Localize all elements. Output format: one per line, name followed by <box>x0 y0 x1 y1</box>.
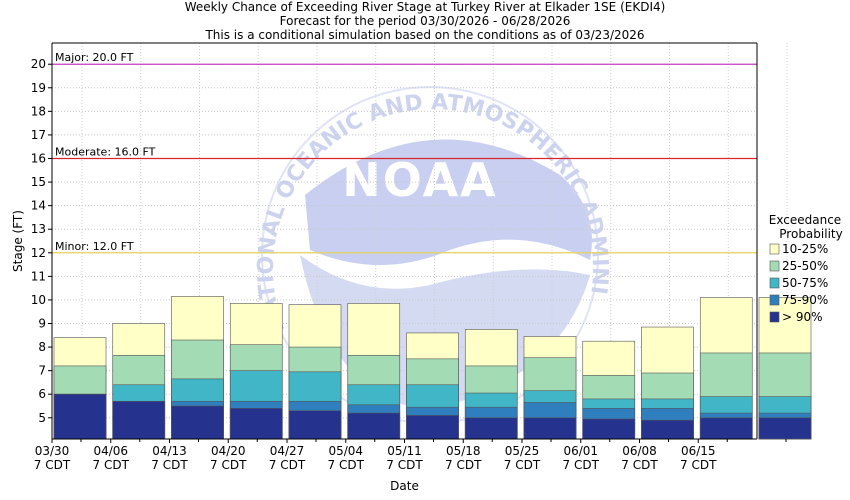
x-tick-label-tz-2: 7 CDT <box>151 458 188 472</box>
bar-06-15-90 <box>699 417 753 440</box>
x-tick-label-date-6: 05/11 <box>387 444 422 458</box>
y-tick-label-19: 19 <box>31 81 46 95</box>
chart-title-block: Weekly Chance of Exceeding River Stage a… <box>0 0 850 42</box>
y-tick-label-7: 7 <box>38 364 46 378</box>
x-tick-label-date-9: 06/01 <box>563 444 598 458</box>
x-tick-label-tz-8: 7 CDT <box>504 458 541 472</box>
legend-label-4: > 90% <box>782 310 823 324</box>
x-tick-label-date-3: 04/20 <box>211 444 246 458</box>
y-tick-label-18: 18 <box>31 104 46 118</box>
legend-swatch-0 <box>769 243 780 255</box>
y-tick-label-9: 9 <box>38 317 46 331</box>
bar-05-11-90 <box>406 415 459 440</box>
legend-swatch-1 <box>769 260 780 272</box>
x-tick-label-date-2: 04/13 <box>152 444 187 458</box>
legend-label-2: 50-75% <box>782 276 828 290</box>
y-tick-label-8: 8 <box>38 340 46 354</box>
y-tick-label-13: 13 <box>31 222 46 236</box>
x-tick-label-date-4: 04/27 <box>270 444 305 458</box>
threshold-label-moderate: Moderate: 16.0 FT <box>55 146 156 159</box>
legend-title-line2: Probability <box>779 227 842 241</box>
bar-04-06-90 <box>112 400 166 440</box>
x-tick-label-tz-4: 7 CDT <box>269 458 306 472</box>
x-tick-label-tz-5: 7 CDT <box>328 458 365 472</box>
x-tick-label-tz-1: 7 CDT <box>93 458 130 472</box>
bar-05-04-90 <box>347 412 401 440</box>
bar-06-01-90 <box>582 418 636 440</box>
legend-swatch-4 <box>769 311 780 323</box>
y-tick-label-12: 12 <box>31 246 46 260</box>
x-tick-label-date-7: 05/18 <box>446 444 481 458</box>
x-axis-title: Date <box>390 479 419 493</box>
chart-subtitle: Forecast for the period 03/30/2026 - 06/… <box>279 14 571 28</box>
bar-04-27-90 <box>288 410 342 440</box>
bar-05-18-90 <box>464 417 518 440</box>
x-tick-label-tz-7: 7 CDT <box>445 458 482 472</box>
legend-swatch-3 <box>769 294 780 306</box>
watermark-logo-text: NOAA <box>342 153 498 207</box>
x-tick-label-date-10: 06/08 <box>622 444 657 458</box>
bar-03-30-90 <box>53 393 107 440</box>
watermark-bird-wing <box>305 139 592 265</box>
bar-04-13-90 <box>171 405 224 440</box>
legend-label-1: 25-50% <box>782 259 828 273</box>
y-tick-label-15: 15 <box>31 175 46 189</box>
y-tick-label-17: 17 <box>31 128 46 142</box>
x-tick-label-date-11: 06/15 <box>681 444 716 458</box>
legend-title-line1: Exceedance <box>769 213 841 227</box>
threshold-label-minor: Minor: 12.0 FT <box>55 240 134 253</box>
y-axis-title: Stage (FT) <box>11 210 25 272</box>
y-tick-label-16: 16 <box>31 152 46 166</box>
x-tick-label-tz-0: 7 CDT <box>34 458 71 472</box>
x-tick-label-date-0: 03/30 <box>35 444 70 458</box>
x-tick-label-tz-6: 7 CDT <box>386 458 423 472</box>
chart-title: Weekly Chance of Exceeding River Stage a… <box>184 0 666 14</box>
y-tick-label-5: 5 <box>38 411 46 425</box>
x-tick-label-tz-9: 7 CDT <box>563 458 600 472</box>
x-tick-label-tz-10: 7 CDT <box>621 458 658 472</box>
bar-04-20-90 <box>229 408 283 440</box>
bar-05-25-90 <box>523 417 577 440</box>
legend-label-0: 10-25% <box>782 242 828 256</box>
y-tick-label-20: 20 <box>31 57 46 71</box>
y-tick-label-10: 10 <box>31 293 46 307</box>
legend-label-3: 75-90% <box>782 293 828 307</box>
threshold-label-major: Major: 20.0 FT <box>55 51 134 64</box>
x-tick-label-date-8: 05/25 <box>505 444 540 458</box>
x-tick-label-tz-11: 7 CDT <box>680 458 717 472</box>
y-tick-label-6: 6 <box>38 387 46 401</box>
legend-swatch-2 <box>769 277 780 289</box>
bar-06-22-90 <box>758 417 812 440</box>
y-tick-label-11: 11 <box>31 269 46 283</box>
x-tick-label-tz-3: 7 CDT <box>210 458 247 472</box>
bar-06-08-90 <box>641 419 694 440</box>
y-tick-label-14: 14 <box>31 199 46 213</box>
x-tick-label-date-5: 05/04 <box>328 444 363 458</box>
bars <box>53 296 812 440</box>
chart-subtitle-2: This is a conditional simulation based o… <box>205 28 645 42</box>
x-tick-label-date-1: 04/06 <box>93 444 128 458</box>
